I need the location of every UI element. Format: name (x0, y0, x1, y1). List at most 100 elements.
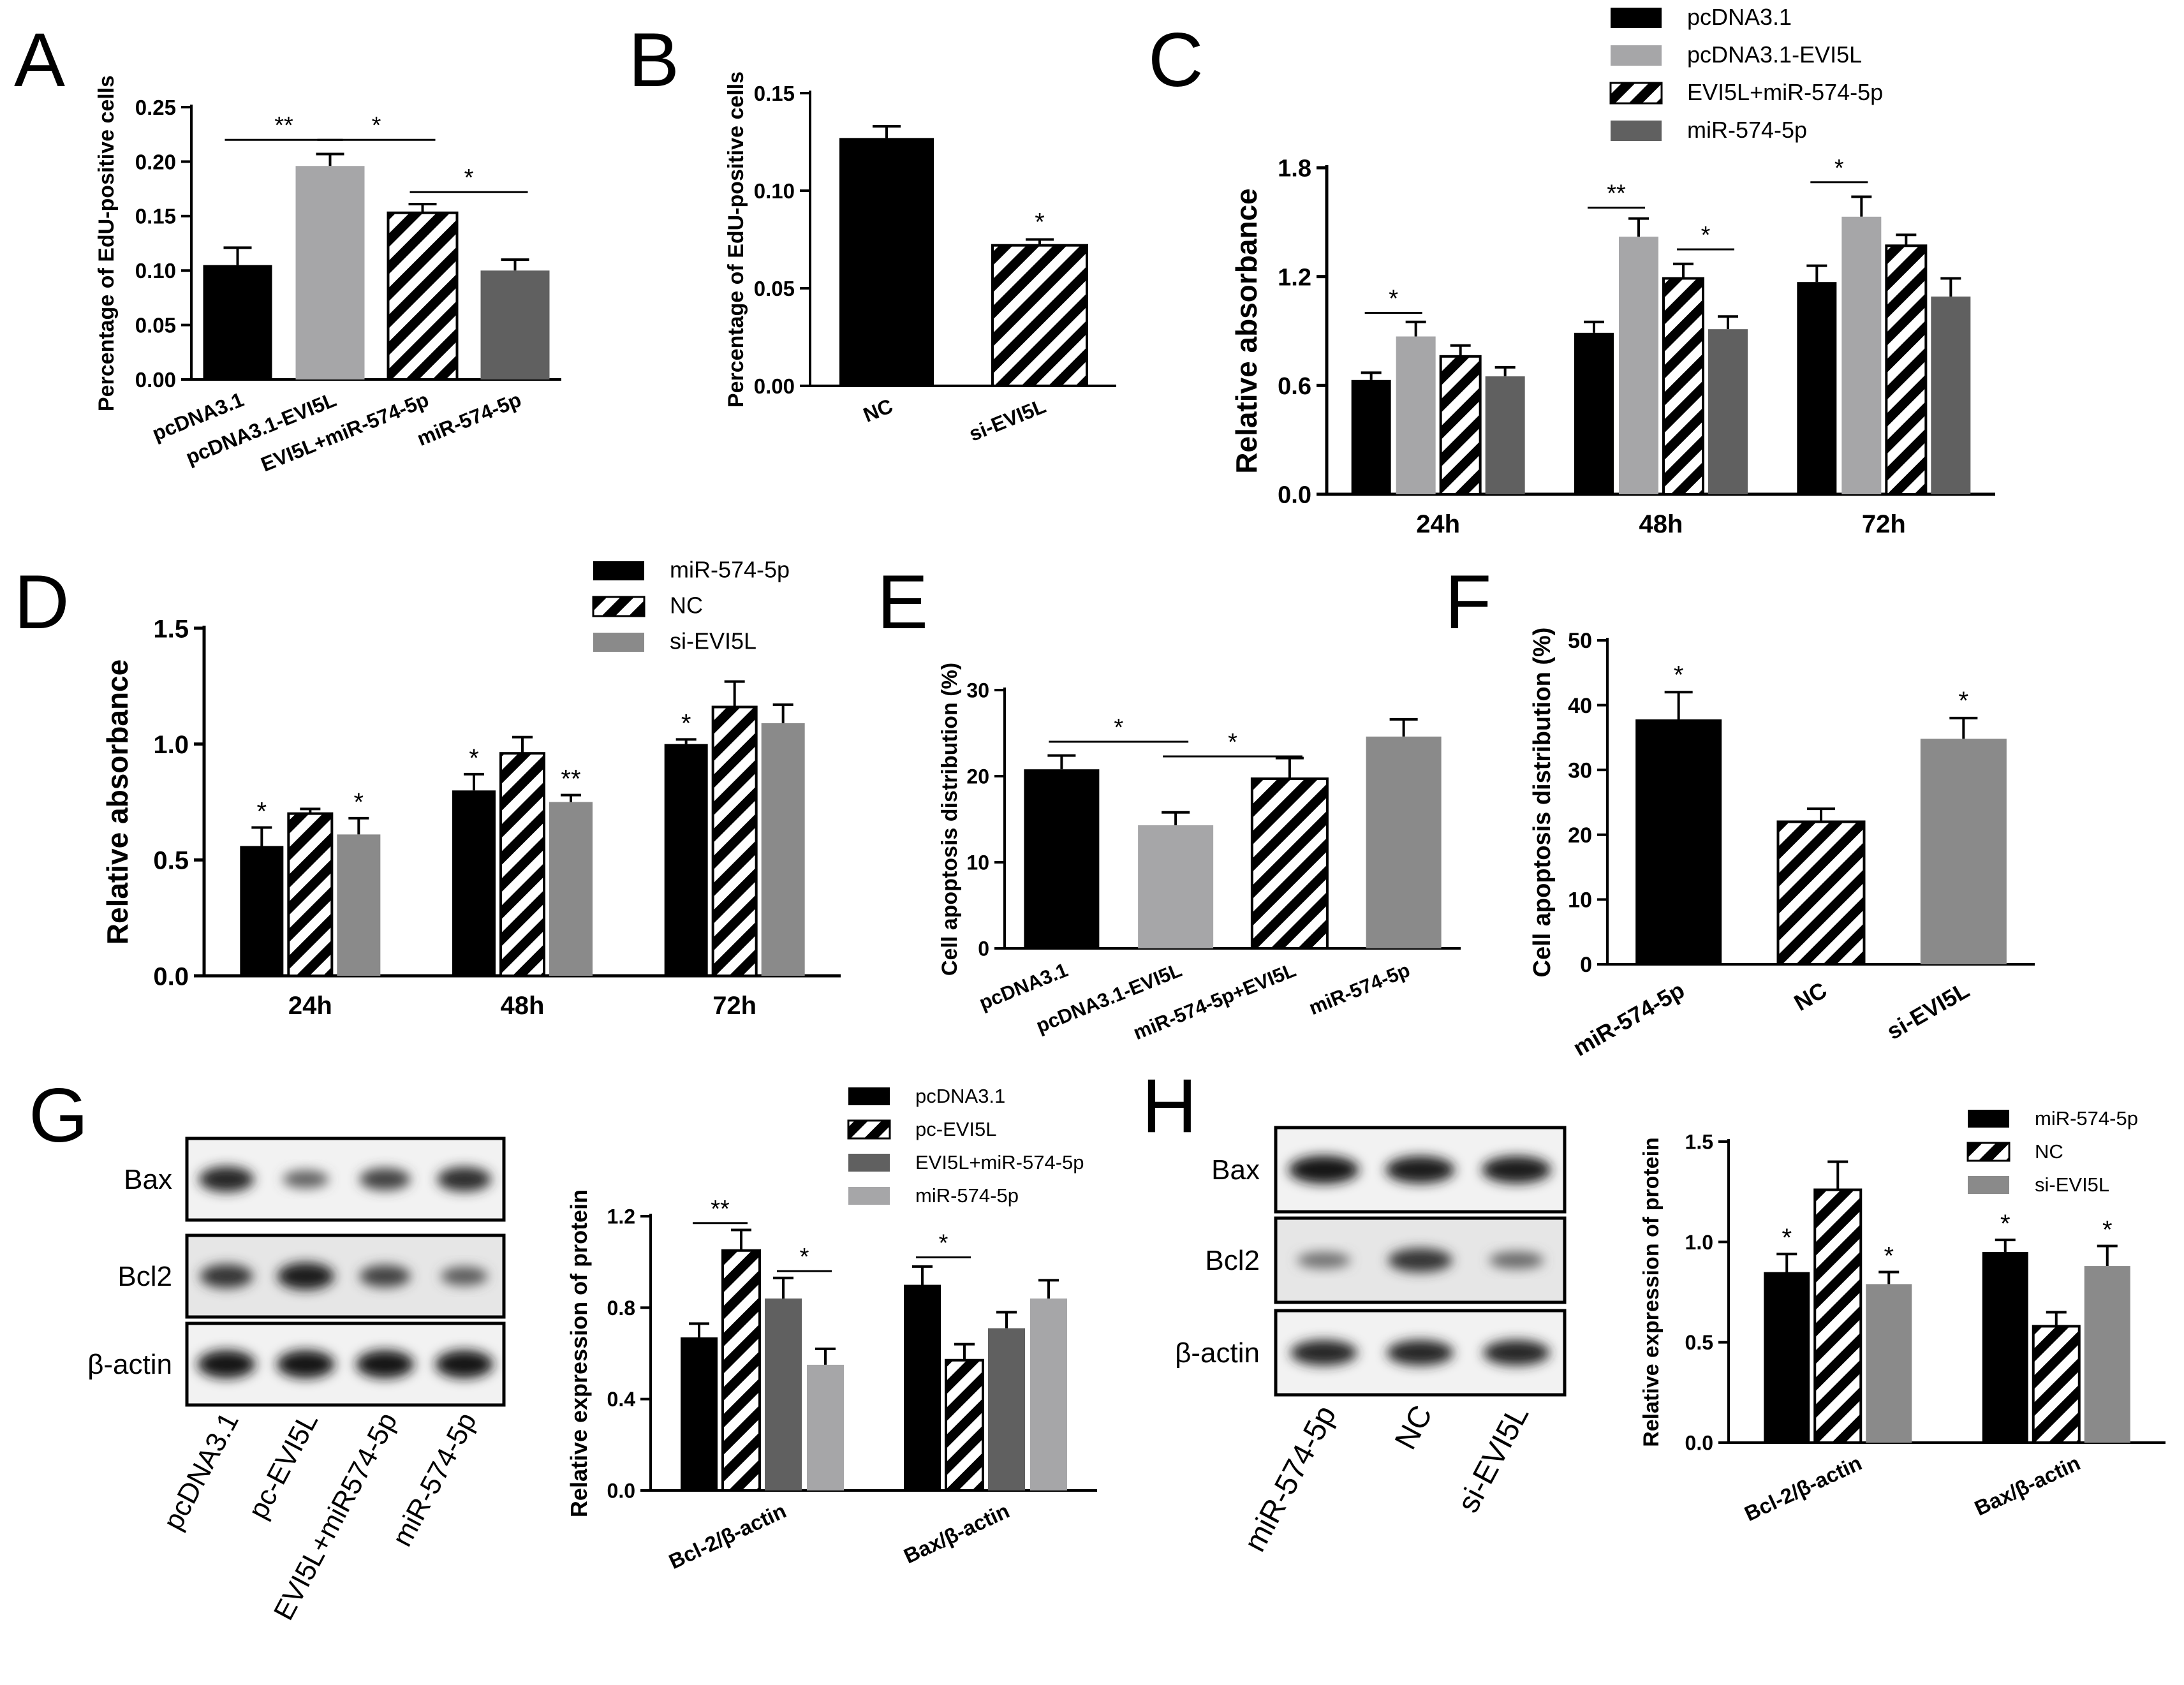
bar (1635, 719, 1722, 964)
bar-pcdna3-1 (1351, 379, 1391, 494)
blot-lane-label: pc-EVI5L (242, 1408, 324, 1524)
blot-band (1297, 1252, 1351, 1269)
bar (203, 265, 272, 379)
y-tick-label: 1.8 (1278, 156, 1311, 182)
bar-pcdna3-1 (904, 1284, 941, 1490)
chart-a: 0.00 0.05 0.10 0.15 0.20 0.25 Percentage of Ed… (94, 75, 561, 476)
panel-letter-c: C (1148, 17, 1204, 103)
significance-star: * (1782, 1224, 1792, 1252)
bar-nc (711, 705, 758, 977)
blot-lane-label: pcDNA3.1 (158, 1408, 245, 1535)
western-blot-h: Bax Bcl2 β-actin miR-574-5p NC si-EVI5L (1175, 1126, 1567, 1557)
blot-row-label: Bax (1211, 1154, 1260, 1186)
y-tick-label: 20 (1568, 823, 1592, 848)
y-tick-label: 30 (966, 679, 989, 702)
bar-nc (499, 752, 545, 977)
blot-band (441, 1267, 488, 1286)
y-tick-label: 0.0 (1685, 1432, 1713, 1455)
chart-h: 0.0 0.5 1.0 1.5 Relative expression of prote… (1639, 1107, 2166, 1526)
significance-star: * (469, 744, 479, 772)
chart-f: 0 10 20 30 40 50 Cell apoptosis distribution (… (1529, 628, 2035, 1061)
blot-band (1290, 1339, 1357, 1366)
bar-nc (2032, 1325, 2081, 1445)
y-tick-label: 0.10 (754, 179, 795, 203)
y-tick-label: 0.05 (135, 313, 176, 337)
panel-letter-d: D (14, 559, 70, 645)
bar-pcdna3-1-evi5l (1841, 216, 1882, 494)
category-label: si-EVI5L (966, 394, 1049, 446)
bar-pcdna3-1 (1797, 282, 1837, 494)
blot-row-label: Bcl2 (117, 1261, 172, 1292)
bar (1366, 736, 1442, 948)
category-label: 48h (1639, 510, 1683, 538)
chart-c: 0.0 0.6 1.2 1.8 Relative absorbance 24h 48h 72h… (1230, 4, 1995, 538)
significance-star: ** (274, 112, 293, 139)
y-tick-label: 0.0 (1278, 482, 1311, 509)
legend-label: pc-EVI5L (915, 1118, 997, 1140)
category-label: Bcl-2/β-actin (665, 1499, 790, 1573)
y-tick-label: 10 (1568, 888, 1592, 913)
legend-swatch (1968, 1176, 2009, 1194)
bar-evi5l-mir-574-5p (1885, 244, 1928, 496)
significance-star: * (1834, 155, 1844, 182)
legend-swatch (1611, 8, 1662, 28)
y-tick-label: 1.2 (1278, 264, 1311, 291)
legend-label: si-EVI5L (2035, 1174, 2109, 1196)
y-tick-label: 0.10 (135, 259, 176, 283)
blot-band (277, 1262, 334, 1290)
category-label: miR-574-5p (414, 388, 524, 450)
bar-si-evi5l (549, 802, 593, 976)
bar (991, 244, 1088, 387)
legend-label: miR-574-5p (1687, 117, 1807, 143)
y-axis-label: Relative expression of protein (1639, 1137, 1664, 1447)
blot-row-label: β-actin (87, 1349, 172, 1380)
chart-b: 0.00 0.05 0.10 0.15 Percentage of EdU-positi… (724, 71, 1116, 446)
y-tick-label: 0.5 (153, 847, 189, 875)
legend-swatch (1611, 45, 1662, 66)
bar (480, 270, 550, 379)
y-tick-label: 10 (966, 851, 989, 874)
legend-label: pcDNA3.1-EVI5L (1687, 41, 1862, 68)
y-tick-label: 0.0 (153, 962, 189, 990)
category-label: EVI5L+miR-574-5p (258, 388, 432, 476)
bar (839, 138, 934, 386)
significance-star: * (354, 788, 364, 816)
blot-band (1482, 1156, 1551, 1184)
y-axis-label: Relative absorbance (1230, 188, 1263, 473)
bar (1250, 777, 1329, 950)
western-blot-g: BaxBcl2β-actinpcDNA3.1pc-EVI5LEVI5L+miR5… (87, 1137, 506, 1625)
bar-mir-574-5p (1485, 376, 1525, 494)
legend-swatch (848, 1087, 890, 1105)
blot-lane-label: miR-574-5p (1238, 1400, 1343, 1557)
bar-mir-574-5p (807, 1364, 844, 1490)
panel-letter-b: B (628, 17, 679, 103)
y-tick-label: 1.0 (153, 731, 189, 759)
bar-mir-574-5p (1982, 1252, 2028, 1443)
y-tick-label: 0 (978, 938, 989, 960)
panel-letter-e: E (877, 559, 928, 645)
blot-band (1385, 1156, 1455, 1184)
bar-pcdna3-1-evi5l (1619, 237, 1658, 494)
legend-label: EVI5L+miR-574-5p (915, 1151, 1084, 1174)
blot-band (197, 1350, 256, 1378)
category-label: Bax/β-actin (1971, 1451, 2084, 1520)
category-label: miR-574-5p (1568, 976, 1689, 1061)
legend-swatch (592, 596, 646, 617)
y-tick-label: 0.20 (135, 150, 176, 173)
legend-label: miR-574-5p (915, 1184, 1019, 1207)
legend-label: miR-574-5p (2035, 1107, 2138, 1129)
legend-label: pcDNA3.1 (1687, 4, 1792, 30)
blot-band (1387, 1339, 1454, 1366)
significance-star: * (464, 165, 474, 191)
blot-band (437, 1166, 492, 1192)
category-label: NC (1789, 976, 1831, 1016)
significance-star: * (681, 709, 691, 737)
y-tick-label: 0.8 (607, 1297, 635, 1320)
significance-star: * (257, 797, 267, 825)
category-label: pcDNA3.1 (976, 959, 1071, 1014)
significance-star: * (1389, 286, 1398, 313)
significance-star: * (939, 1230, 948, 1257)
bar-mir-574-5p (1708, 329, 1748, 494)
bar-pc-evi5l (945, 1358, 984, 1492)
blot-band (356, 1350, 414, 1378)
